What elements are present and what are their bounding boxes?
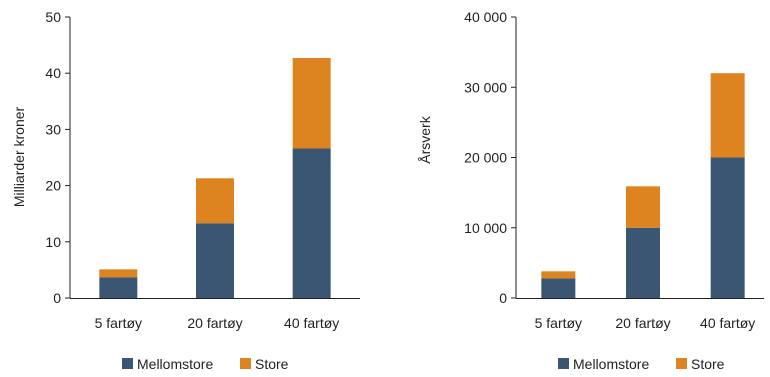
bar-store [292,58,331,149]
x-tick-label: 40 fartøy [700,315,755,331]
legend-swatch [558,358,569,369]
bar-mellomstore [292,148,331,298]
x-tick-label: 5 fartøy [535,315,582,331]
bar-store [196,178,234,224]
y-tick-label: 0 [53,290,61,306]
y-tick-label: 30 000 [464,79,507,95]
y-tick-label: 20 [45,178,61,194]
chart-right: 0 10 000 20 000 30 000 40 000 Årsverk 5 fartøy… [417,9,764,372]
legend-label: Store [255,356,289,372]
y-axis-title: Årsverk [417,115,433,163]
x-tick-label: 40 fartøy [284,315,339,331]
bar-mellomstore [99,277,138,298]
bar-mellomstore [196,223,234,298]
y-tick-label: 10 000 [464,220,507,236]
legend-label: Store [691,356,725,372]
bar-mellomstore [710,157,745,298]
x-tick-label: 20 fartøy [187,315,242,331]
bar-store [541,271,576,279]
legend-swatch [240,358,251,369]
y-tick-label: 10 [45,234,61,250]
x-tick-label: 5 fartøy [95,315,142,331]
y-axis-title: Milliarder kroner [11,106,27,207]
y-tick-label: 30 [45,121,61,137]
legend-label: Mellomstore [137,356,213,372]
chart-left: 0 10 20 30 40 50 Milliarder kroner 5 fartøy 20 f… [11,9,360,372]
x-tick-label: 20 fartøy [615,315,670,331]
y-tick-label: 20 000 [464,150,507,166]
y-tick-label: 40 000 [464,9,507,25]
legend-swatch [676,358,687,369]
legend-label: Mellomstore [573,356,649,372]
bar-store [99,269,138,278]
y-tick-label: 40 [45,65,61,81]
y-tick-label: 50 [45,9,61,25]
legend-swatch [122,358,133,369]
bar-store [626,186,660,228]
bar-mellomstore [626,227,660,298]
y-tick-label: 0 [499,290,507,306]
bar-store [710,73,745,158]
bar-mellomstore [541,278,576,298]
